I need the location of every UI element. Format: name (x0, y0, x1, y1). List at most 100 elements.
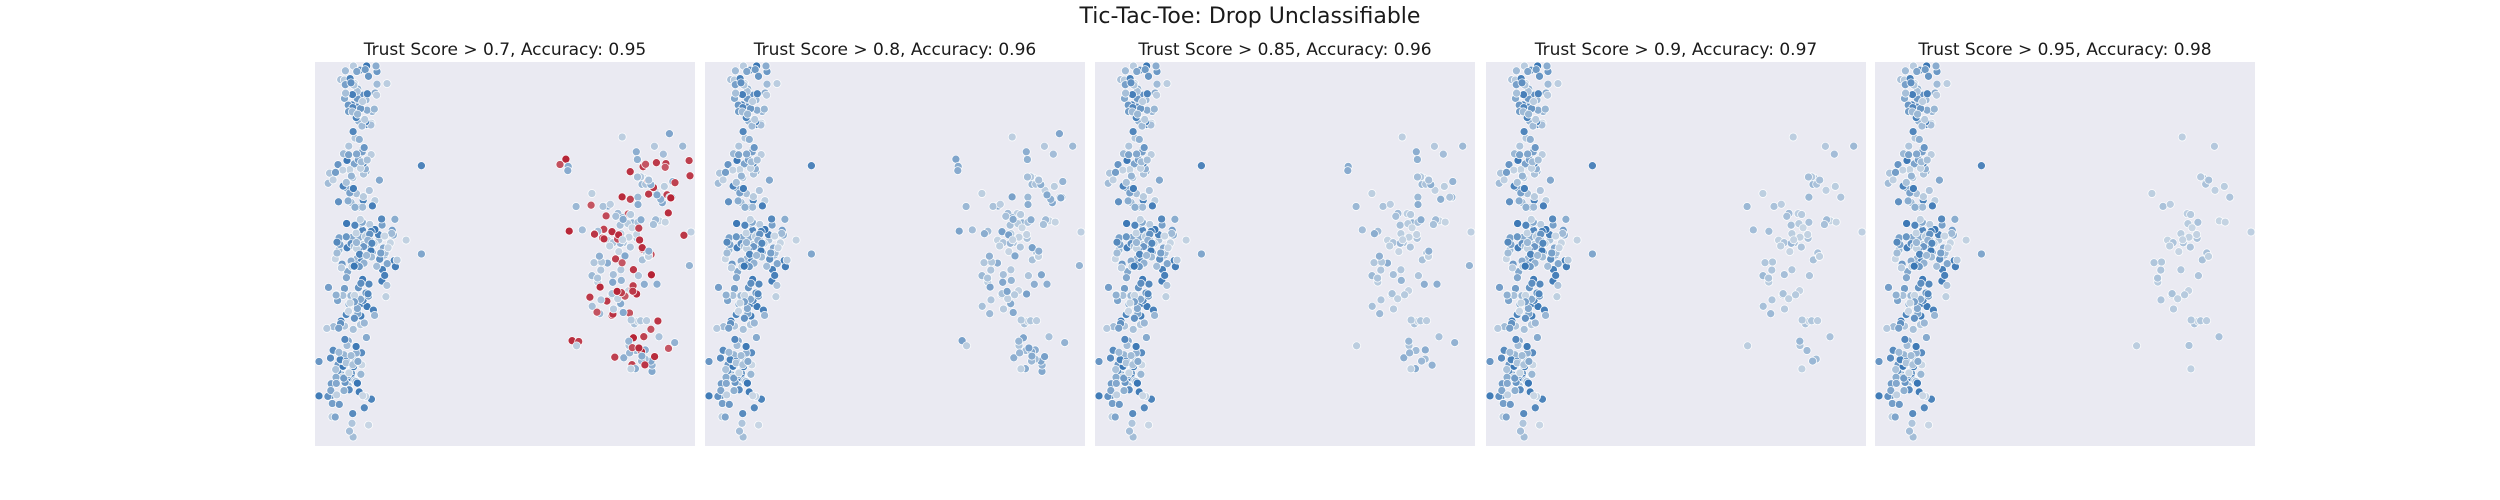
scatter-point (1529, 97, 1538, 106)
scatter-point (1923, 289, 1933, 299)
scatter-point (1891, 290, 1901, 300)
scatter-point (977, 189, 987, 198)
scatter-point (739, 261, 749, 271)
scatter-point (1417, 356, 1426, 366)
scatter-point (598, 202, 608, 211)
scatter-point (2156, 295, 2166, 305)
scatter-point (1144, 279, 1154, 289)
scatter-point (1448, 177, 1458, 186)
scatter-point (1440, 217, 1450, 227)
scatter-point (1131, 228, 1141, 238)
scatter-point (986, 265, 996, 275)
scatter-point (742, 238, 751, 247)
scatter-point (660, 162, 670, 172)
scatter-point (752, 155, 762, 165)
scatter-point (1007, 192, 1017, 202)
scatter-point (377, 214, 386, 224)
scatter-point (1445, 192, 1455, 202)
scatter-point (1932, 79, 1942, 89)
scatter-point (1509, 165, 1519, 175)
scatter-point (595, 282, 605, 292)
scatter-point (770, 271, 780, 280)
scatter-point (1836, 192, 1846, 202)
scatter-point (359, 318, 369, 328)
scatter-point (1890, 412, 1900, 422)
scatter-point (1493, 324, 1503, 333)
scatter-point (1924, 186, 1934, 195)
scatter-point (382, 79, 392, 88)
scatter-point (771, 292, 781, 302)
scatter-point (1197, 161, 1206, 171)
scatter-point (1502, 290, 1512, 300)
scatter-point (1376, 265, 1386, 275)
scatter-point (637, 351, 647, 361)
scatter-point (626, 210, 635, 219)
scatter-point (1394, 247, 1404, 256)
scatter-point (1825, 332, 1835, 342)
scatter-point (1764, 226, 1774, 236)
scatter-point (724, 197, 733, 207)
scatter-point (1795, 336, 1805, 346)
scatter-point (1385, 199, 1395, 209)
scatter-point (634, 343, 644, 353)
scatter-point (2204, 175, 2214, 185)
scatter-point (2174, 247, 2184, 256)
scatter-point (1789, 235, 1799, 245)
scatter-point (1021, 147, 1031, 157)
scatter-point (1010, 251, 1020, 261)
scatter-point (1015, 348, 1024, 358)
scatter-point (1424, 175, 1434, 185)
scatter-points (1486, 62, 1866, 442)
scatter-point (572, 341, 581, 351)
scatter-point (979, 258, 989, 268)
scatter-point (2167, 289, 2177, 299)
scatter-point (1821, 141, 1830, 151)
scatter-point (590, 229, 599, 239)
scatter-point (1551, 231, 1561, 241)
scatter-point (1919, 192, 1928, 202)
scatter-point (988, 202, 998, 211)
scatter-point (780, 214, 790, 224)
scatter-point (1396, 265, 1406, 275)
scatter-point (340, 335, 350, 344)
scatter-point (1511, 335, 1521, 344)
scatter-point (371, 62, 381, 71)
scatter-point (618, 215, 628, 224)
scatter-point (1003, 294, 1013, 304)
scatter-point (380, 231, 390, 241)
scatter-point (1929, 104, 1939, 114)
scatter-point (1901, 66, 1910, 76)
scatter-point (362, 155, 372, 165)
scatter-point (749, 143, 759, 152)
scatter-point (348, 409, 358, 418)
scatter-point (360, 115, 370, 124)
scatter-point (1497, 386, 1507, 395)
scatter-point (1039, 220, 1048, 229)
scatter-point (770, 231, 780, 241)
scatter-point (1767, 295, 1777, 305)
scatter-point (1139, 403, 1149, 413)
scatter-point (1910, 202, 1920, 212)
scatter-point (1512, 232, 1522, 242)
scatter-point (1791, 290, 1800, 300)
scatter-point (1023, 172, 1032, 182)
scatter-point (753, 289, 763, 299)
scatter-point (356, 369, 366, 379)
scatter-point (592, 307, 602, 317)
scatter-point (1450, 338, 1460, 347)
scatter-point (1508, 263, 1517, 273)
scatter-point (727, 263, 736, 273)
scatter-point (752, 251, 761, 260)
scatter-point (1497, 353, 1506, 363)
scatter-point (1784, 294, 1794, 304)
scatter-point (1352, 341, 1361, 351)
panel-title: Trust Score > 0.7, Accuracy: 0.95 (363, 40, 647, 60)
scatter-point (1111, 379, 1121, 388)
scatter-point (1803, 230, 1813, 239)
scatter-point (1913, 109, 1922, 119)
scatter-point (1434, 332, 1444, 342)
scatter-point (1932, 261, 1942, 271)
scatter-point (341, 88, 350, 98)
scatter-point (1785, 247, 1795, 256)
scatter-point (1918, 97, 1927, 106)
